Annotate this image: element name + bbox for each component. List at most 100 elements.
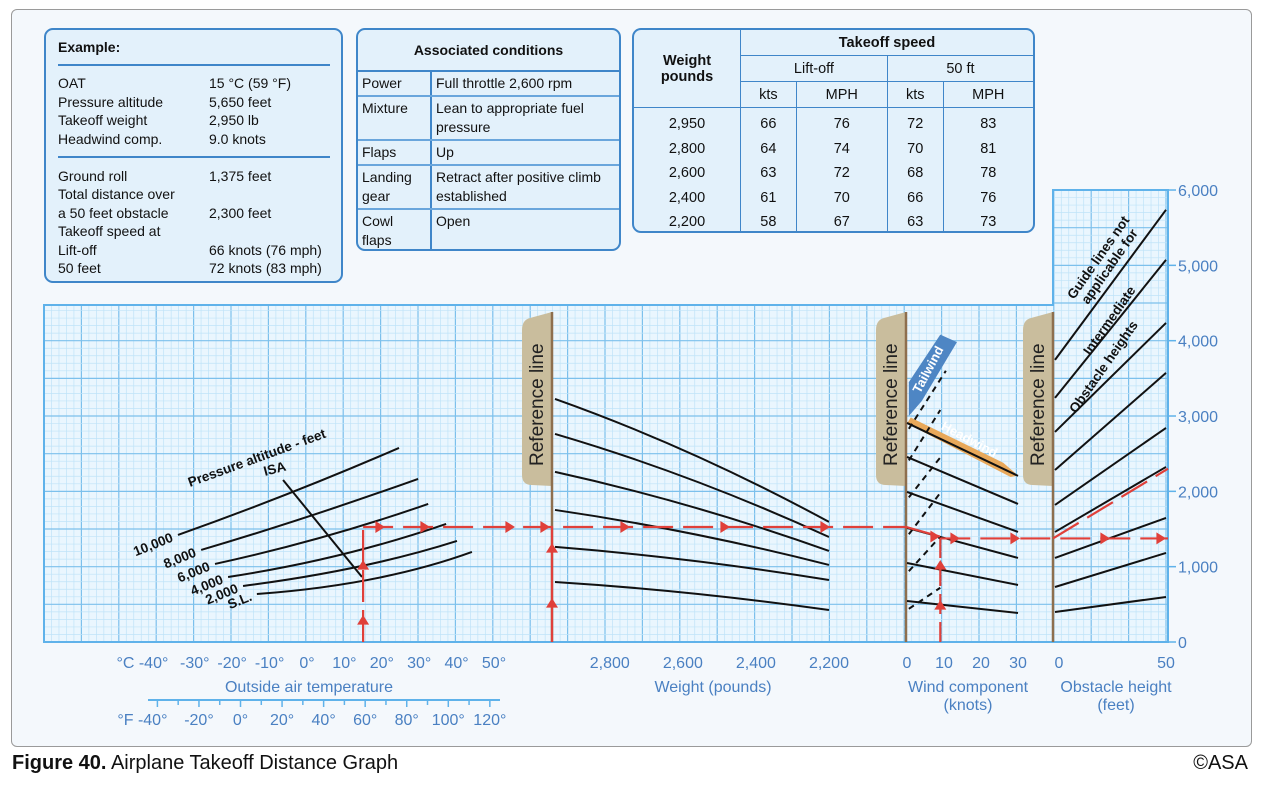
example-arrow [540, 520, 550, 533]
condition-value: Retract after positive climb established [431, 165, 619, 210]
speed-cell: 66 [886, 185, 944, 210]
speed-cell: 73 [942, 210, 1033, 231]
wind-tick-label: 0 [903, 655, 912, 672]
fahrenheit-tick-label: 80° [395, 712, 419, 729]
speed-cell: 68 [886, 161, 944, 186]
example-arrow [505, 520, 515, 533]
celsius-tick-label: -20° [217, 655, 247, 672]
weight-tick-label: 2,600 [663, 655, 703, 672]
headwind-guide-line [906, 600, 1019, 614]
speed-cell: 81 [942, 136, 1033, 161]
weight-axis-title: Weight (pounds) [654, 679, 771, 696]
value: 66 knots (76 mph) [209, 242, 322, 258]
tailwind-guide-line [908, 492, 942, 535]
celsius-tick-label: 50° [482, 655, 506, 672]
wind-tick-label: 10 [935, 655, 953, 672]
weight-tick-label: 2,200 [809, 655, 849, 672]
celsius-tick-label: 20° [370, 655, 394, 672]
wind-axis-title: Wind component [908, 679, 1029, 696]
obstacle-guide-line [1054, 209, 1167, 361]
example-arrow [1156, 532, 1166, 545]
condition-key: Mixture [358, 96, 432, 141]
condition-key: Landing gear [358, 165, 432, 210]
fahrenheit-tick-label: 20° [270, 712, 294, 729]
speed-cell: 72 [795, 161, 888, 186]
example-arrow [720, 520, 730, 533]
obstacle-guide-line [1054, 595, 1167, 614]
weight-guide-line [554, 470, 830, 552]
divider [58, 64, 330, 66]
speed-cell: 63 [886, 210, 944, 231]
weight-cell: 2,200 [668, 214, 706, 230]
celsius-tick-label: °C -40° [116, 655, 168, 672]
isa-label: ISA [262, 459, 288, 479]
condition-key: Flaps [358, 140, 432, 166]
y-tick-label: 5,000 [1178, 258, 1218, 275]
figure-caption: Figure 40. Airplane Takeoff Distance Gra… [12, 752, 398, 775]
example-arrow [820, 520, 830, 533]
example-arrow [950, 532, 960, 545]
weight-cell: 2,400 [668, 189, 706, 206]
wind-tick-label: 20 [972, 655, 990, 672]
example-row: OAT 15 °C (59 °F) [58, 74, 338, 92]
value: 15 °C (59 °F) [209, 75, 291, 91]
example-box: Example: OAT 15 °C (59 °F) Pressure altit… [44, 28, 343, 283]
celsius-tick-label: -30° [180, 655, 210, 672]
weight-guide-line [554, 545, 830, 581]
obstacle-guide-line [1054, 259, 1167, 399]
table-row: Power Full throttle 2,600 rpm [358, 71, 619, 97]
tailwind-guide-line [908, 409, 942, 461]
pressure-altitude-curve [200, 477, 419, 551]
example-row: a 50 feet obstacle 2,300 feet [58, 204, 338, 222]
tailwind-guide-line [908, 370, 947, 430]
example-row: Takeoff weight 2,950 lb [58, 111, 338, 129]
example-path-obstacle [1052, 467, 1169, 540]
tailwind-band [908, 334, 957, 417]
obstacle-reference-line-tab [1023, 312, 1053, 486]
speed-cell: 61 [740, 185, 797, 210]
example-arrow [620, 520, 630, 533]
obstacle-guide-line [1054, 372, 1167, 471]
condition-value: Up [431, 140, 619, 166]
speed-cell: 83 [942, 107, 1033, 137]
obstacle-tick-label: 50 [1157, 655, 1175, 672]
weight-reference-line-tab [522, 312, 552, 486]
speed-cell: 78 [942, 161, 1033, 186]
conditions-title: Associated conditions [358, 30, 619, 72]
condition-value: Full throttle 2,600 rpm [431, 71, 619, 97]
obstacle-reference-line-label: Reference line [1028, 343, 1049, 466]
y-tick-label: 6,000 [1178, 183, 1218, 200]
fahrenheit-tick-label: °F -40° [117, 712, 167, 729]
example-row: Lift-off 66 knots (76 mph) [58, 241, 338, 259]
headwind-guide-line [906, 491, 1019, 533]
pressure-altitude-curve [256, 551, 473, 596]
associated-conditions-box: Associated conditions Power Full throttle… [356, 28, 621, 251]
label: OAT [58, 75, 86, 91]
speed-cell: 72 [886, 107, 944, 137]
example-row: Headwind comp. 9.0 knots [58, 130, 338, 148]
obstacle-guide-line [1054, 427, 1167, 506]
unit-header: MPH [795, 81, 888, 108]
table-row: Cowl flaps Open [358, 209, 619, 249]
table-row: Landing gear Retract after positive climb… [358, 165, 619, 210]
takeoff-speed-table: Weight pounds Takeoff speed Lift-off 50 ft… [634, 30, 1033, 231]
label: Total distance over [58, 186, 175, 202]
condition-key: Cowl flaps [358, 209, 432, 249]
table-row: Flaps Up [358, 140, 619, 166]
label: Lift-off [58, 242, 97, 258]
celsius-tick-label: 10° [332, 655, 356, 672]
unit-header: kts [740, 81, 797, 108]
y-tick-label: 2,000 [1178, 484, 1218, 501]
fifty-ft-header: 50 ft [886, 55, 1033, 82]
example-row: 50 feet 72 knots (83 mph) [58, 259, 338, 277]
weight-header: Weight pounds [634, 30, 741, 108]
wind-reference-line-label: Reference line [881, 343, 902, 466]
weight-cell: 2,600 [668, 165, 706, 181]
figure-number: Figure 40. [12, 752, 107, 774]
example-title: Example: [58, 39, 121, 55]
weight-tick-label: 2,400 [736, 655, 776, 672]
value: 2,950 lb [209, 112, 259, 128]
takeoff-speed-title: Takeoff speed [740, 30, 1033, 56]
label: Headwind comp. [58, 131, 163, 147]
